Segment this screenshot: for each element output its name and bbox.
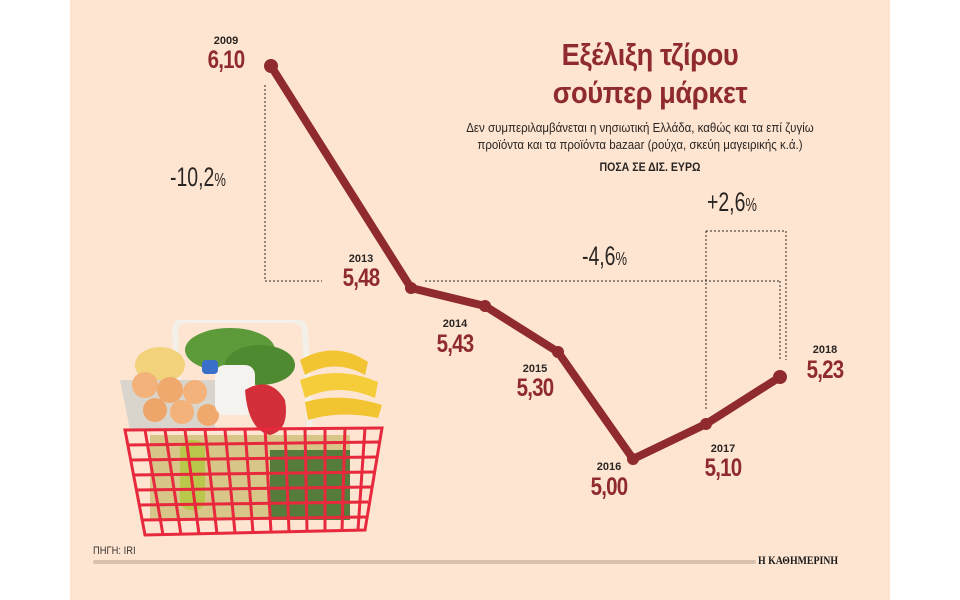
value-label-2015: 5,30 xyxy=(516,374,554,402)
year-label-2018: 2018 xyxy=(812,344,838,356)
change-label-2009-2013: -10,2% xyxy=(170,162,226,192)
footer-rule xyxy=(93,560,756,564)
year-label-2013: 2013 xyxy=(348,253,374,265)
value-label-2016: 5,00 xyxy=(590,473,628,501)
grocery-basket-illustration xyxy=(120,320,384,537)
title-line-2: σούπερ μάρκετ xyxy=(552,75,748,110)
year-label-2014: 2014 xyxy=(442,318,468,330)
value-label-2013: 5,48 xyxy=(342,264,380,292)
source-label: ΠΗΓΗ: IRI xyxy=(93,545,136,557)
chart-subtitle: Δεν συμπεριλαμβάνεται η νησιωτική Ελλάδα… xyxy=(419,120,861,154)
value-label-2009: 6,10 xyxy=(207,46,245,74)
chart-title: Εξέλιξη τζίρου σούπερ μάρκετ xyxy=(465,36,835,112)
change-guides xyxy=(264,85,787,410)
value-label-2014: 5,43 xyxy=(436,330,474,358)
change-label-2013-2018: -4,6% xyxy=(582,241,628,271)
data-points xyxy=(264,59,787,465)
subtitle-line-1: Δεν συμπεριλαμβάνεται η νησιωτική Ελλάδα… xyxy=(466,121,814,135)
year-label-2009: 2009 xyxy=(213,35,239,47)
change-label-2017-2018: +2,6% xyxy=(707,187,757,217)
value-label-2018: 5,23 xyxy=(806,356,844,384)
value-label-2017: 5,10 xyxy=(704,454,742,482)
brand-logo: Η ΚΑΘΗΜΕΡΙΝΗ xyxy=(758,553,839,567)
year-label-2016: 2016 xyxy=(596,461,622,473)
year-label-2015: 2015 xyxy=(522,363,548,375)
year-label-2017: 2017 xyxy=(710,443,736,455)
title-line-1: Εξέλιξη τζίρου xyxy=(561,37,739,72)
units-label: ΠΟΣΑ ΣΕ ΔΙΣ. ΕΥΡΩ xyxy=(599,160,701,174)
subtitle-line-2: προϊόντα και τα προϊόντα bazaar (ρούχα, … xyxy=(477,138,803,152)
